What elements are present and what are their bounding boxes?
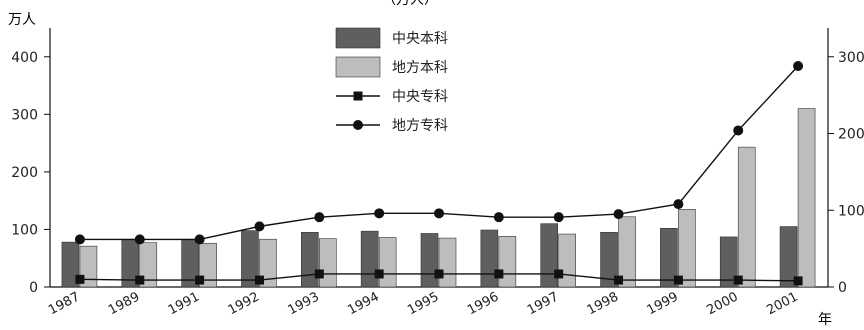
x-tick-label: 1993 — [286, 290, 322, 319]
point-local-college — [493, 212, 504, 223]
right-tick-label: 300 — [838, 50, 864, 66]
left-tick-label: 0 — [29, 280, 38, 296]
bar-central-undergrad — [480, 229, 499, 288]
bar-local-undergrad — [678, 209, 696, 288]
x-tick-label: 1987 — [46, 290, 82, 319]
point-local-college — [374, 208, 385, 219]
bar-local-undergrad — [498, 236, 517, 288]
bar-central-undergrad — [540, 223, 558, 288]
point-local-college — [553, 212, 564, 223]
legend-label-central-undergrad: 中央本科 — [392, 31, 448, 47]
bar-local-undergrad — [618, 216, 636, 288]
x-tick-label: 1997 — [525, 290, 561, 319]
legend-label-local-college: 地方专科 — [392, 118, 448, 134]
bar-central-undergrad — [241, 230, 259, 288]
left-tick-label: 400 — [11, 50, 38, 66]
x-tick-label: 2000 — [704, 290, 740, 319]
bar-central-undergrad — [719, 236, 738, 288]
legend-label-central-college: 中央专科 — [392, 89, 448, 105]
point-local-college — [134, 234, 145, 245]
point-central-college — [793, 276, 803, 286]
bar-local-undergrad — [259, 238, 277, 288]
point-local-college — [793, 60, 804, 71]
right-tick-label: 100 — [838, 203, 864, 219]
bar-local-undergrad — [797, 108, 816, 288]
point-central-college — [614, 275, 624, 285]
x-tick-labels: 1987 1989 1991 1992 1993 1994 1995 1996 1997 1998… — [46, 290, 800, 319]
point-central-college — [254, 275, 264, 285]
point-central-college — [374, 269, 384, 279]
left-tick-label: 200 — [11, 165, 38, 181]
bar-central-undergrad — [660, 227, 678, 288]
point-central-college — [554, 269, 564, 279]
x-tick-label: 1999 — [645, 290, 681, 319]
x-tick-label: 1991 — [166, 290, 202, 319]
bar-central-undergrad — [420, 233, 439, 288]
bar-local-undergrad — [378, 237, 397, 288]
x-unit-label: 年 — [818, 312, 832, 328]
point-central-college — [733, 275, 743, 285]
bar-central-undergrad — [301, 232, 319, 288]
legend-marker-local-college — [353, 120, 363, 130]
legend-swatch-local-undergrad — [335, 56, 381, 78]
bar-local-undergrad — [737, 146, 756, 288]
top-unit-label: （万人） — [382, 0, 438, 8]
point-local-college — [613, 209, 624, 220]
bar-local-undergrad — [558, 233, 576, 288]
bar-central-undergrad — [61, 241, 80, 288]
x-tick-label: 1998 — [585, 290, 621, 319]
point-local-college — [673, 199, 684, 210]
point-local-college — [74, 234, 85, 245]
x-tick-label: 1992 — [226, 290, 262, 319]
x-tick-label: 1995 — [405, 290, 441, 319]
point-central-college — [673, 275, 683, 285]
legend-swatch-central-undergrad — [335, 27, 381, 49]
x-tick-label: 1996 — [465, 290, 501, 319]
bar-central-undergrad — [360, 230, 379, 288]
bar-local-undergrad — [438, 237, 457, 288]
point-central-college — [195, 275, 205, 285]
lines — [74, 60, 804, 286]
legend-label-local-undergrad: 地方本科 — [392, 60, 448, 76]
left-tick-label: 100 — [11, 222, 38, 238]
point-central-college — [314, 269, 324, 279]
right-tick-label: 200 — [838, 127, 864, 143]
bar-local-undergrad — [319, 238, 337, 288]
left-tick-label: 300 — [11, 107, 38, 123]
bar-central-undergrad — [779, 226, 798, 288]
point-local-college — [254, 221, 265, 232]
x-tick-label: 1989 — [106, 290, 142, 319]
point-central-college — [75, 274, 85, 284]
point-local-college — [314, 212, 325, 223]
legend-marker-central-college — [353, 91, 363, 101]
point-central-college — [494, 269, 504, 279]
point-local-college — [733, 125, 744, 136]
point-central-college — [434, 269, 444, 279]
left-unit-label: 万人 — [8, 12, 36, 28]
point-central-college — [135, 275, 145, 285]
bar-central-undergrad — [600, 232, 618, 288]
x-tick-label: 1994 — [345, 290, 381, 319]
point-local-college — [194, 234, 205, 245]
bars — [61, 108, 816, 288]
x-tick-label: 2001 — [764, 290, 800, 319]
right-tick-label: 0 — [838, 280, 847, 296]
point-local-college — [434, 208, 444, 219]
